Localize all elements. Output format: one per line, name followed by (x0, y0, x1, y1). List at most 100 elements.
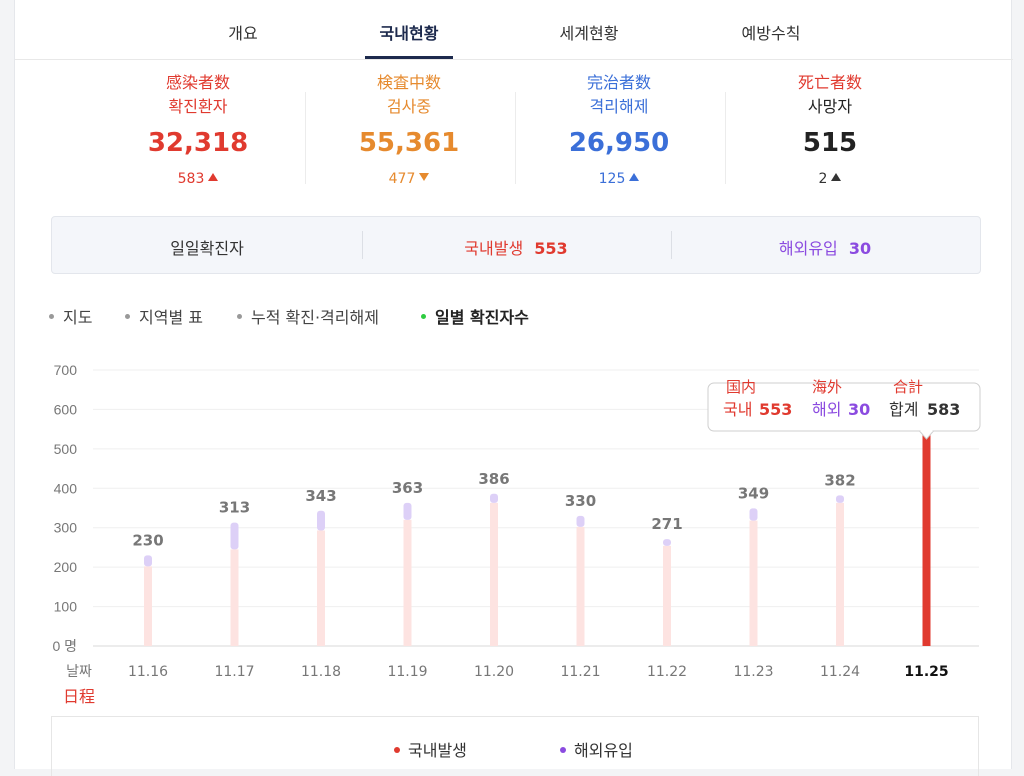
tab-world[interactable]: 세계현황 (559, 24, 619, 43)
divider (725, 92, 726, 184)
stat-confirmed-value: 32,318 (147, 128, 249, 158)
x-tick-label: 11.22 (647, 664, 687, 680)
bar-domestic (576, 526, 585, 646)
bar-total-label: 382 (824, 471, 855, 489)
stat-recovered-label: 격리해제 (589, 97, 649, 116)
daily-overseas-label: 해외유입 (778, 239, 838, 258)
bar-overseas (144, 555, 152, 567)
tooltip-label: 해외 (812, 400, 841, 419)
y-tick-label: 600 (54, 401, 78, 417)
bar-domestic (749, 520, 758, 646)
main-tabs: 개요 국내현황 세계현황 예방수칙 (15, 0, 1013, 60)
stat-confirmed-delta: 583 (177, 171, 205, 187)
bar-domestic (317, 530, 325, 646)
x-tick-label: 11.20 (474, 664, 514, 680)
stat-testing-label: 검사중 (386, 97, 432, 116)
bar-overseas (663, 539, 671, 546)
bar-total-label: 313 (219, 499, 250, 517)
legend-domestic: 국내발생 (394, 737, 467, 761)
bar-total-label: 230 (132, 531, 163, 549)
stat-deaths-delta-row: 2 (730, 166, 930, 192)
daily-domestic-label: 국내발생 (464, 239, 524, 258)
x-tick-label: 11.23 (733, 664, 773, 680)
divider (362, 231, 363, 259)
bar-domestic (230, 549, 239, 646)
y-tick-label: 300 (54, 520, 78, 536)
bar-total-label: 349 (738, 484, 769, 502)
y-tick-label: 200 (54, 559, 78, 575)
tooltip-value: 553 (759, 400, 792, 419)
bar-total-highlight (922, 416, 931, 646)
bullet-icon (125, 314, 130, 319)
stat-testing: 検査中数 검사중 55,361 477 (309, 72, 509, 192)
legend-overseas: 해외유입 (560, 737, 633, 761)
subtab-daily[interactable]: 일별 확진자수 (421, 304, 529, 328)
stat-testing-delta-row: 477 (309, 166, 509, 192)
stat-testing-cjk: 検査中数 (376, 73, 441, 92)
bar-domestic (144, 566, 152, 646)
tooltip-cjk-label: 海外 (812, 378, 842, 396)
up-arrow-icon (629, 173, 640, 181)
tab-domestic[interactable]: 국내현황 (379, 24, 439, 43)
stat-confirmed: 感染者数 확진환자 32,318 583 (98, 72, 298, 192)
subtab-region-table-label: 지역별 표 (139, 308, 203, 327)
y-tick-label: 700 (54, 362, 78, 378)
x-tick-label: 11.21 (560, 664, 600, 680)
subtab-region-table[interactable]: 지역별 표 (125, 304, 203, 328)
legend-overseas-dot (560, 747, 566, 753)
subtab-cumulative-label: 누적 확진·격리해제 (251, 308, 379, 327)
bar-overseas (317, 510, 325, 531)
divider (305, 92, 306, 184)
bar-total-label: 386 (478, 470, 509, 488)
divider (515, 92, 516, 184)
stat-deaths-label: 사망자 (807, 97, 853, 116)
stat-confirmed-cjk: 感染者数 (165, 73, 230, 92)
bar-domestic (403, 519, 412, 646)
bar-total-label: 271 (651, 515, 682, 533)
tab-prevention[interactable]: 예방수칙 (741, 24, 801, 43)
subtab-daily-label: 일별 확진자수 (435, 308, 529, 327)
tooltip-cjk-label: 合計 (893, 378, 923, 396)
bar-overseas (490, 493, 498, 503)
daily-summary-label: 일일확진자 (170, 239, 244, 258)
legend-domestic-dot (394, 747, 400, 753)
bar-domestic (836, 502, 844, 646)
divider (671, 231, 672, 259)
down-arrow-icon (419, 173, 430, 181)
stat-recovered-cjk: 完治者数 (586, 73, 651, 92)
x-tick-label: 11.24 (820, 664, 860, 680)
subtab-cumulative[interactable]: 누적 확진·격리해제 (237, 304, 379, 328)
legend-domestic-label: 국내발생 (408, 741, 467, 760)
daily-domestic-value: 553 (534, 239, 568, 258)
stat-deaths: 死亡者数 사망자 515 2 (730, 72, 930, 192)
bar-total-label: 363 (392, 479, 423, 497)
bar-overseas (230, 522, 239, 550)
x-tick-label: 11.25 (904, 664, 948, 680)
stat-deaths-value: 515 (802, 128, 858, 158)
y-tick-label: 100 (54, 599, 78, 615)
bullet-icon (237, 314, 242, 319)
subtab-map[interactable]: 지도 (49, 304, 92, 328)
up-arrow-icon (831, 173, 842, 181)
tab-overview[interactable]: 개요 (228, 24, 258, 43)
subtab-map-label: 지도 (63, 308, 93, 327)
legend-overseas-label: 해외유입 (574, 741, 633, 760)
stat-testing-value: 55,361 (358, 128, 460, 158)
chart-legend: 국내발생 해외유입 (51, 716, 979, 776)
y-tick-label: 400 (54, 480, 78, 496)
stat-recovered-delta-row: 125 (519, 166, 719, 192)
bar-domestic (490, 502, 498, 646)
stat-recovered: 完治者数 격리해제 26,950 125 (519, 72, 719, 192)
stat-testing-delta: 477 (388, 171, 416, 187)
tooltip-value: 30 (848, 400, 870, 419)
active-tab-underline (365, 56, 453, 59)
bar-overseas (403, 502, 412, 520)
bar-overseas (836, 495, 844, 503)
daily-overseas-value: 30 (848, 239, 872, 258)
y-tick-label: 0 명 (52, 638, 77, 654)
bar-total-label: 343 (305, 487, 336, 505)
bullet-icon (49, 314, 54, 319)
tooltip-cjk-label: 国内 (726, 378, 756, 396)
daily-summary-box: 일일확진자 국내발생 553 해외유입 30 (51, 216, 981, 274)
x-tick-label: 11.17 (214, 664, 254, 680)
